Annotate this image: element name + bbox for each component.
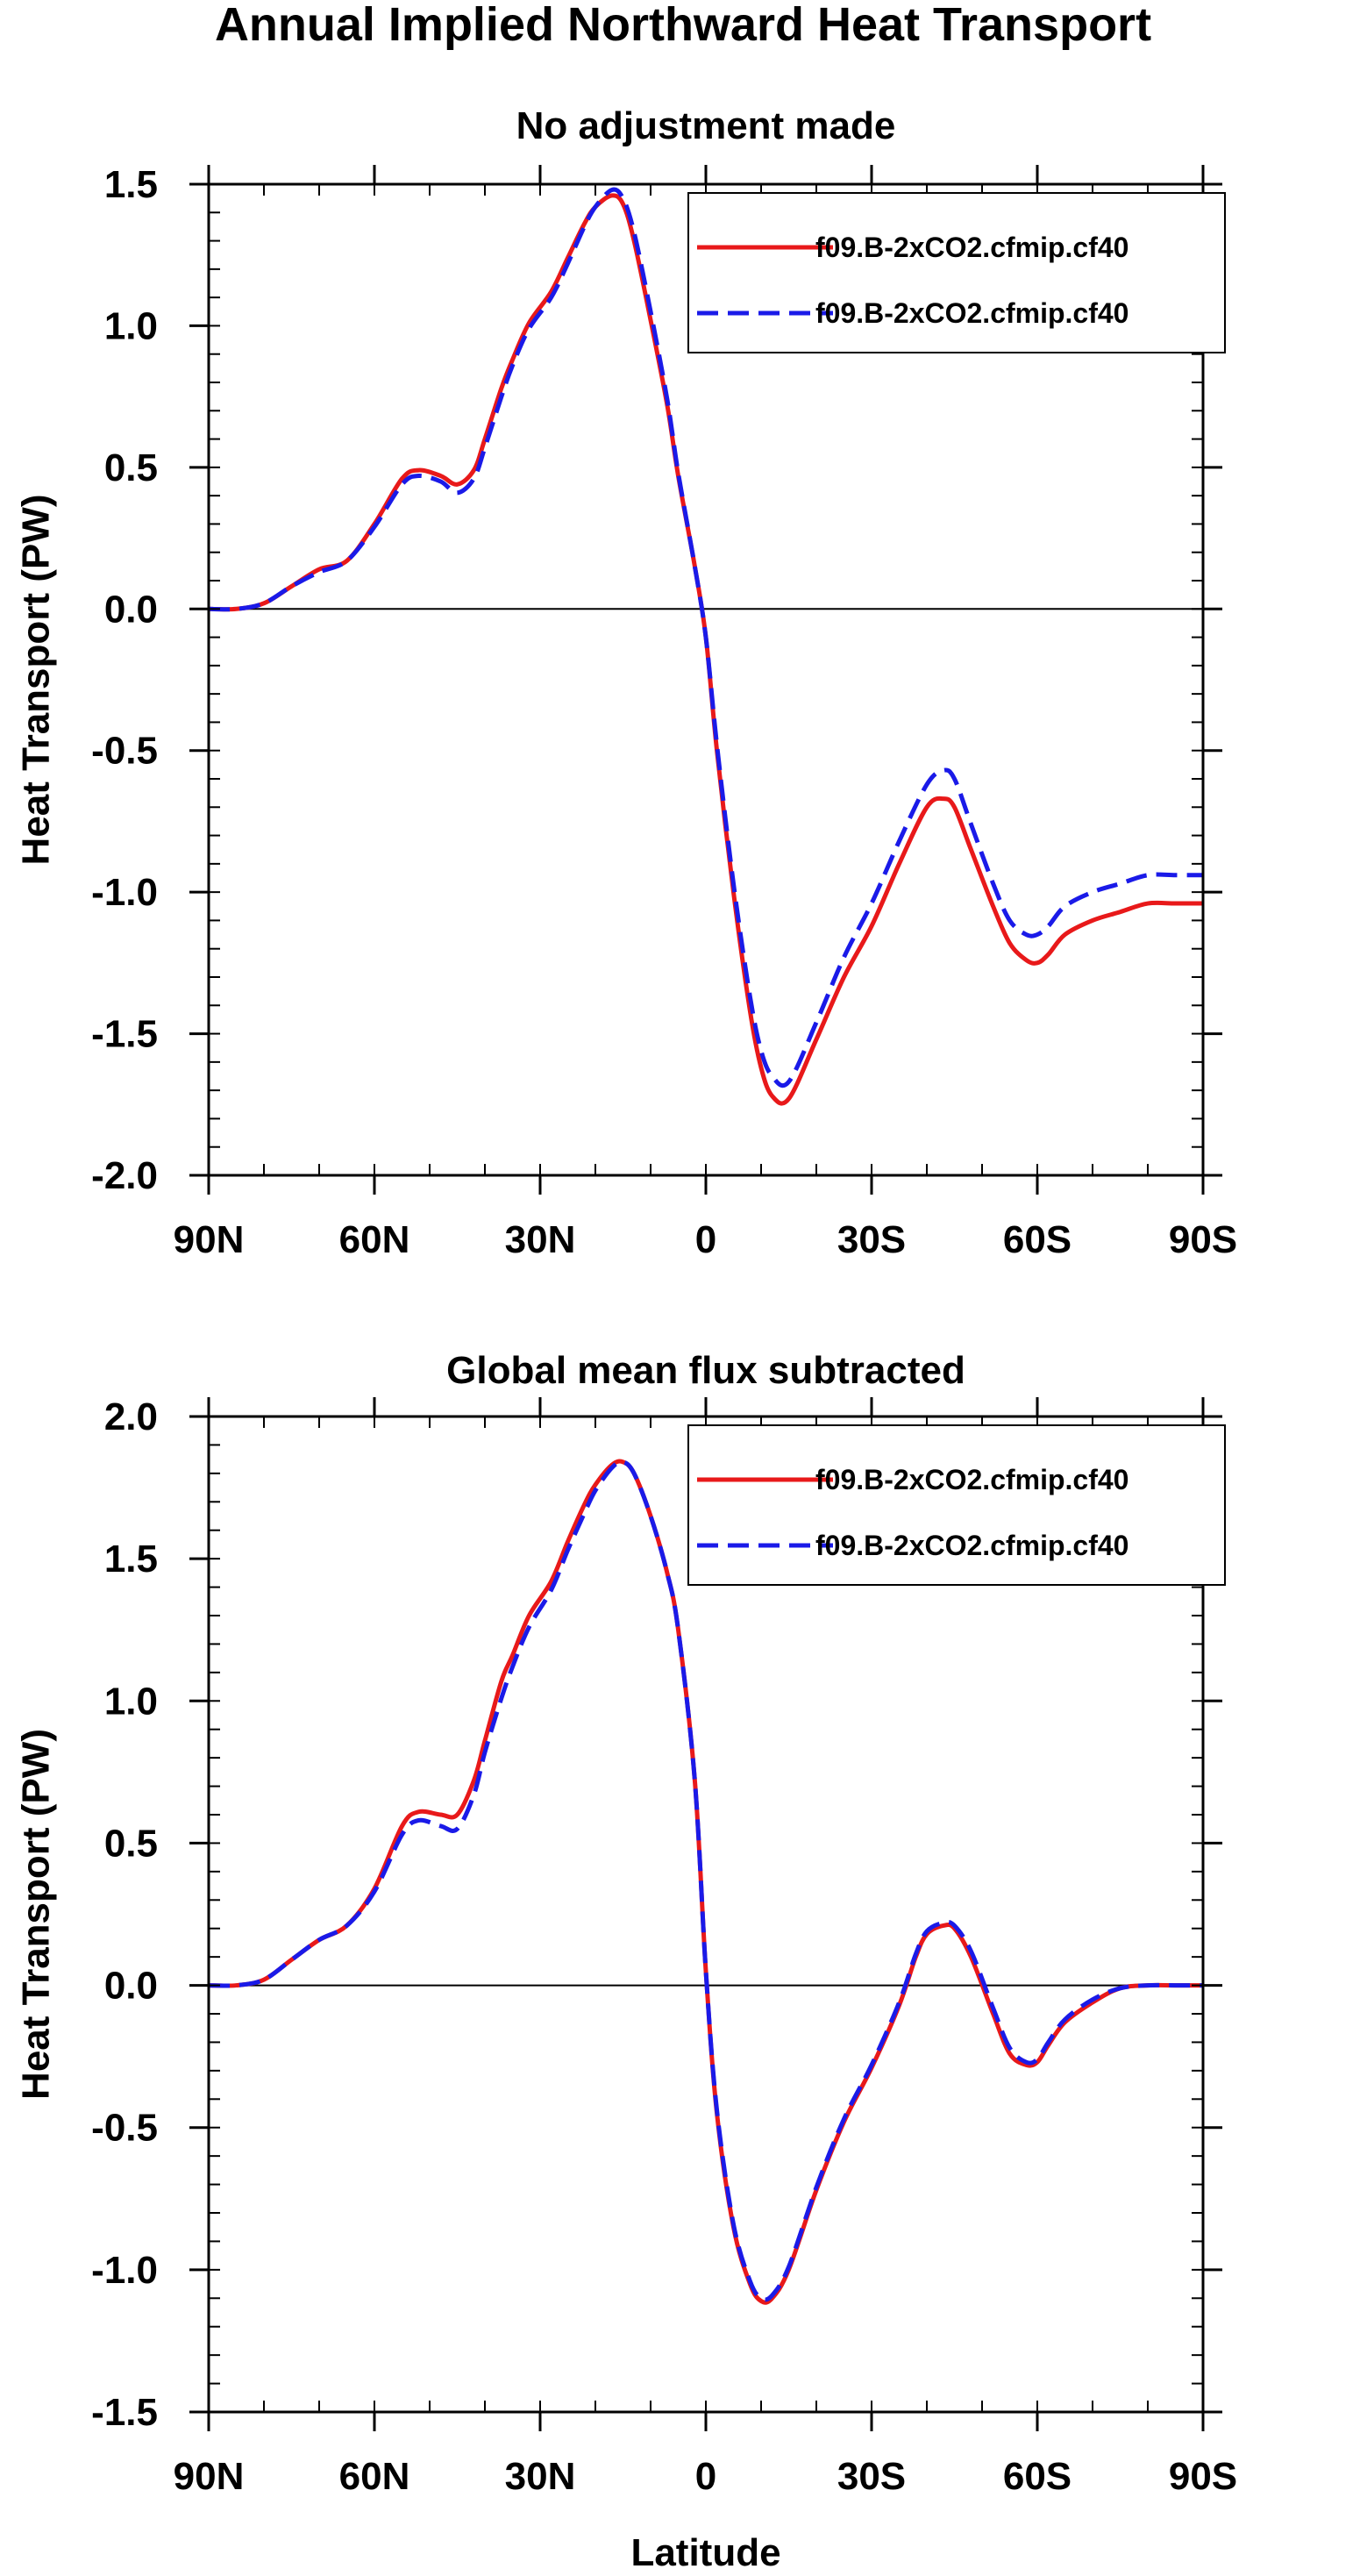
series-line-0 <box>209 1459 1203 2305</box>
y-axis-label: Heat Transport (PW) <box>14 1729 57 2100</box>
x-tick-label: 30S <box>837 1218 906 1261</box>
legend-label-0: f09.B-2xCO2.cfmip.cf40 <box>815 232 1128 263</box>
y-tick-label: 1.0 <box>104 304 158 347</box>
panel-bottom: Global mean flux subtracted 2.0 1.5 1.0 0.5 0… <box>14 1349 1237 2574</box>
x-tick-label: 90N <box>174 1218 245 1261</box>
x-axis-label: Latitude <box>630 2531 780 2572</box>
x-tick-label: 0 <box>695 2455 716 2498</box>
x-tick-label: 60N <box>339 1218 410 1261</box>
y-tick-label: 0.0 <box>104 1965 158 2008</box>
y-tick-label: -1.5 <box>91 1013 158 1056</box>
panel-top: No adjustment made 1.5 1.0 0.5 0.0 -0.5 -1.0 -1… <box>14 104 1237 1261</box>
y-tick-label: -2.0 <box>91 1154 158 1197</box>
y-tick-label: 2.0 <box>104 1395 158 1438</box>
legend-label-1: f09.B-2xCO2.cfmip.cf40 <box>815 1530 1128 1561</box>
y-tick-label: -1.0 <box>91 871 158 914</box>
x-tick-label: 30S <box>837 2455 906 2498</box>
y-tick-label: -0.5 <box>91 2107 158 2150</box>
y-tick-label: -1.0 <box>91 2249 158 2292</box>
series-line-1 <box>209 1459 1203 2302</box>
legend: f09.B-2xCO2.cfmip.cf40 f09.B-2xCO2.cfmip.… <box>687 1424 1226 1586</box>
legend-box <box>687 1424 1226 1586</box>
y-tick-label: 0.5 <box>104 1822 158 1865</box>
y-tick-label: 0.0 <box>104 588 158 631</box>
x-tick-label: 90S <box>1169 2455 1237 2498</box>
x-tick-label: 0 <box>695 1218 716 1261</box>
panel-title: No adjustment made <box>516 104 896 147</box>
y-axis-label: Heat Transport (PW) <box>14 495 57 866</box>
x-tick-label: 90N <box>174 2455 245 2498</box>
y-tick-label: -1.5 <box>91 2391 158 2434</box>
legend-box <box>687 192 1226 353</box>
y-tick-label: 1.0 <box>104 1680 158 1723</box>
y-tick-label: -0.5 <box>91 730 158 773</box>
x-tick-label: 60S <box>1003 2455 1072 2498</box>
x-tick-label: 30N <box>505 1218 576 1261</box>
series-line-1 <box>209 187 1203 1088</box>
panel-title: Global mean flux subtracted <box>446 1349 965 1392</box>
legend-label-1: f09.B-2xCO2.cfmip.cf40 <box>815 297 1128 329</box>
x-tick-label: 60S <box>1003 1218 1072 1261</box>
x-tick-label: 30N <box>505 2455 576 2498</box>
x-tick-label: 60N <box>339 2455 410 2498</box>
figure-title: Annual Implied Northward Heat Transport <box>215 0 1151 51</box>
legend-label-0: f09.B-2xCO2.cfmip.cf40 <box>815 1464 1128 1495</box>
legend: f09.B-2xCO2.cfmip.cf40 f09.B-2xCO2.cfmip.… <box>687 192 1226 353</box>
x-tick-label: 90S <box>1169 1218 1237 1261</box>
y-tick-label: 1.5 <box>104 1538 158 1581</box>
y-tick-label: 0.5 <box>104 446 158 489</box>
y-tick-label: 1.5 <box>104 163 158 206</box>
